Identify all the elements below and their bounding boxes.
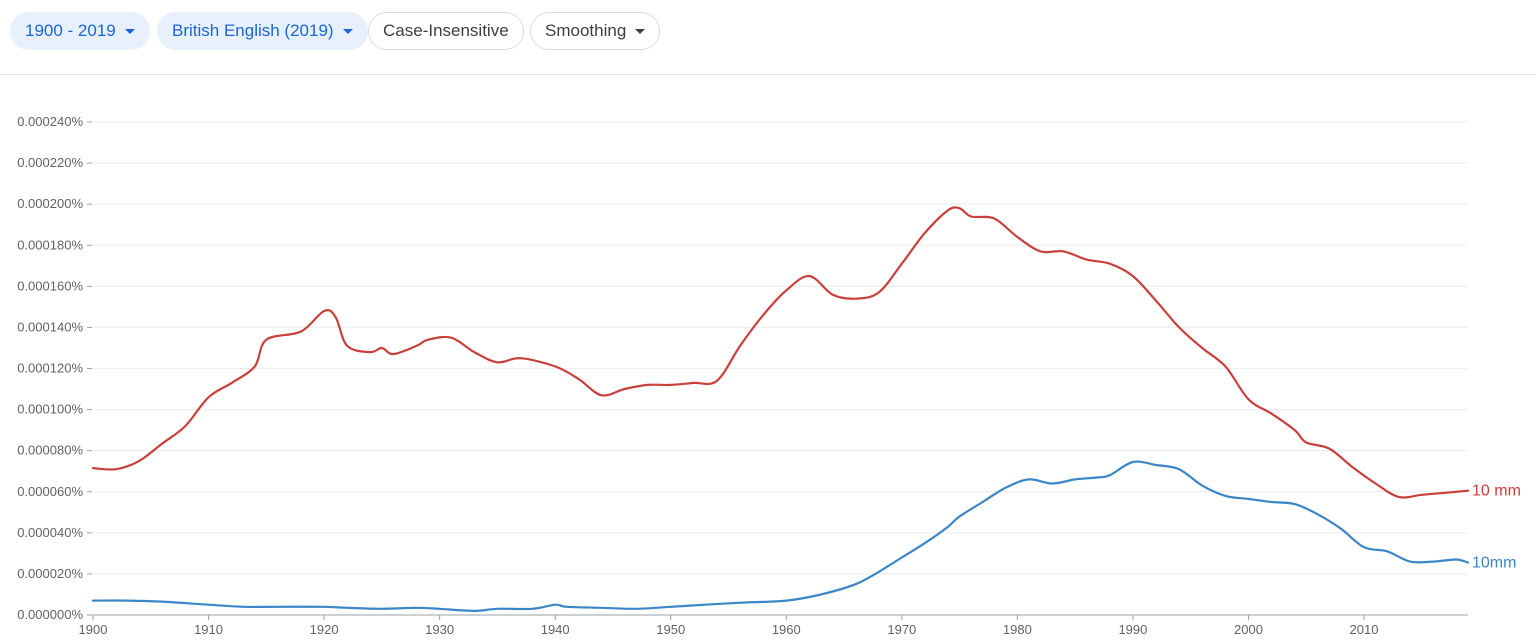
ngram-line-chart: 0.000000% 0.000020% 0.000040% 0.000060% 0.00… [17, 114, 1521, 637]
x-tick-label: 1920 [310, 622, 339, 637]
case-insensitive-label: Case-Insensitive [383, 21, 509, 40]
y-tick-label: 0.000000% [17, 607, 83, 622]
x-tick-label: 1950 [656, 622, 685, 637]
x-tick-label: 1960 [772, 622, 801, 637]
y-tick-label: 0.000040% [17, 525, 83, 540]
x-tick-label: 1940 [541, 622, 570, 637]
x-tick-label: 1900 [79, 622, 108, 637]
y-tick-label: 0.000060% [17, 484, 83, 499]
y-tick-label: 0.000120% [17, 361, 83, 376]
y-tick-label: 0.000200% [17, 196, 83, 211]
smoothing-dropdown[interactable]: Smoothing [530, 12, 661, 50]
toolbar: 1900 - 2019 British English (2019) Case-… [0, 0, 1536, 75]
y-tick-label: 0.000100% [17, 402, 83, 417]
y-tick-label: 0.000020% [17, 566, 83, 581]
x-tick-label: 2010 [1350, 622, 1379, 637]
series-label-10mm: 10mm [1472, 555, 1516, 572]
x-tick-label: 1930 [425, 622, 454, 637]
corpus-dropdown[interactable]: British English (2019) [157, 12, 368, 50]
series-line-10-mm [91, 206, 1470, 499]
chevron-down-icon [342, 28, 353, 34]
smoothing-label: Smoothing [545, 21, 627, 40]
y-tick-label: 0.000140% [17, 319, 83, 334]
series-line-10mm [91, 460, 1470, 612]
y-tick-label: 0.000220% [17, 155, 83, 170]
year-range-label: 1900 - 2019 [25, 21, 116, 40]
y-tick-label: 0.000180% [17, 237, 83, 252]
x-tick-label: 2000 [1234, 622, 1263, 637]
chevron-down-icon [124, 28, 135, 34]
corpus-label: British English (2019) [172, 21, 334, 40]
y-tick-label: 0.000160% [17, 278, 83, 293]
x-tick-label: 1970 [887, 622, 916, 637]
y-tick-label: 0.000240% [17, 114, 83, 129]
case-insensitive-toggle[interactable]: Case-Insensitive [368, 12, 524, 50]
chevron-down-icon [635, 28, 646, 34]
x-tick-label: 1910 [194, 622, 223, 637]
x-tick-label: 1990 [1118, 622, 1147, 637]
x-tick-label: 1980 [1003, 622, 1032, 637]
series-label-10-mm: 10 mm [1472, 483, 1521, 500]
year-range-dropdown[interactable]: 1900 - 2019 [10, 12, 150, 50]
y-tick-label: 0.000080% [17, 443, 83, 458]
